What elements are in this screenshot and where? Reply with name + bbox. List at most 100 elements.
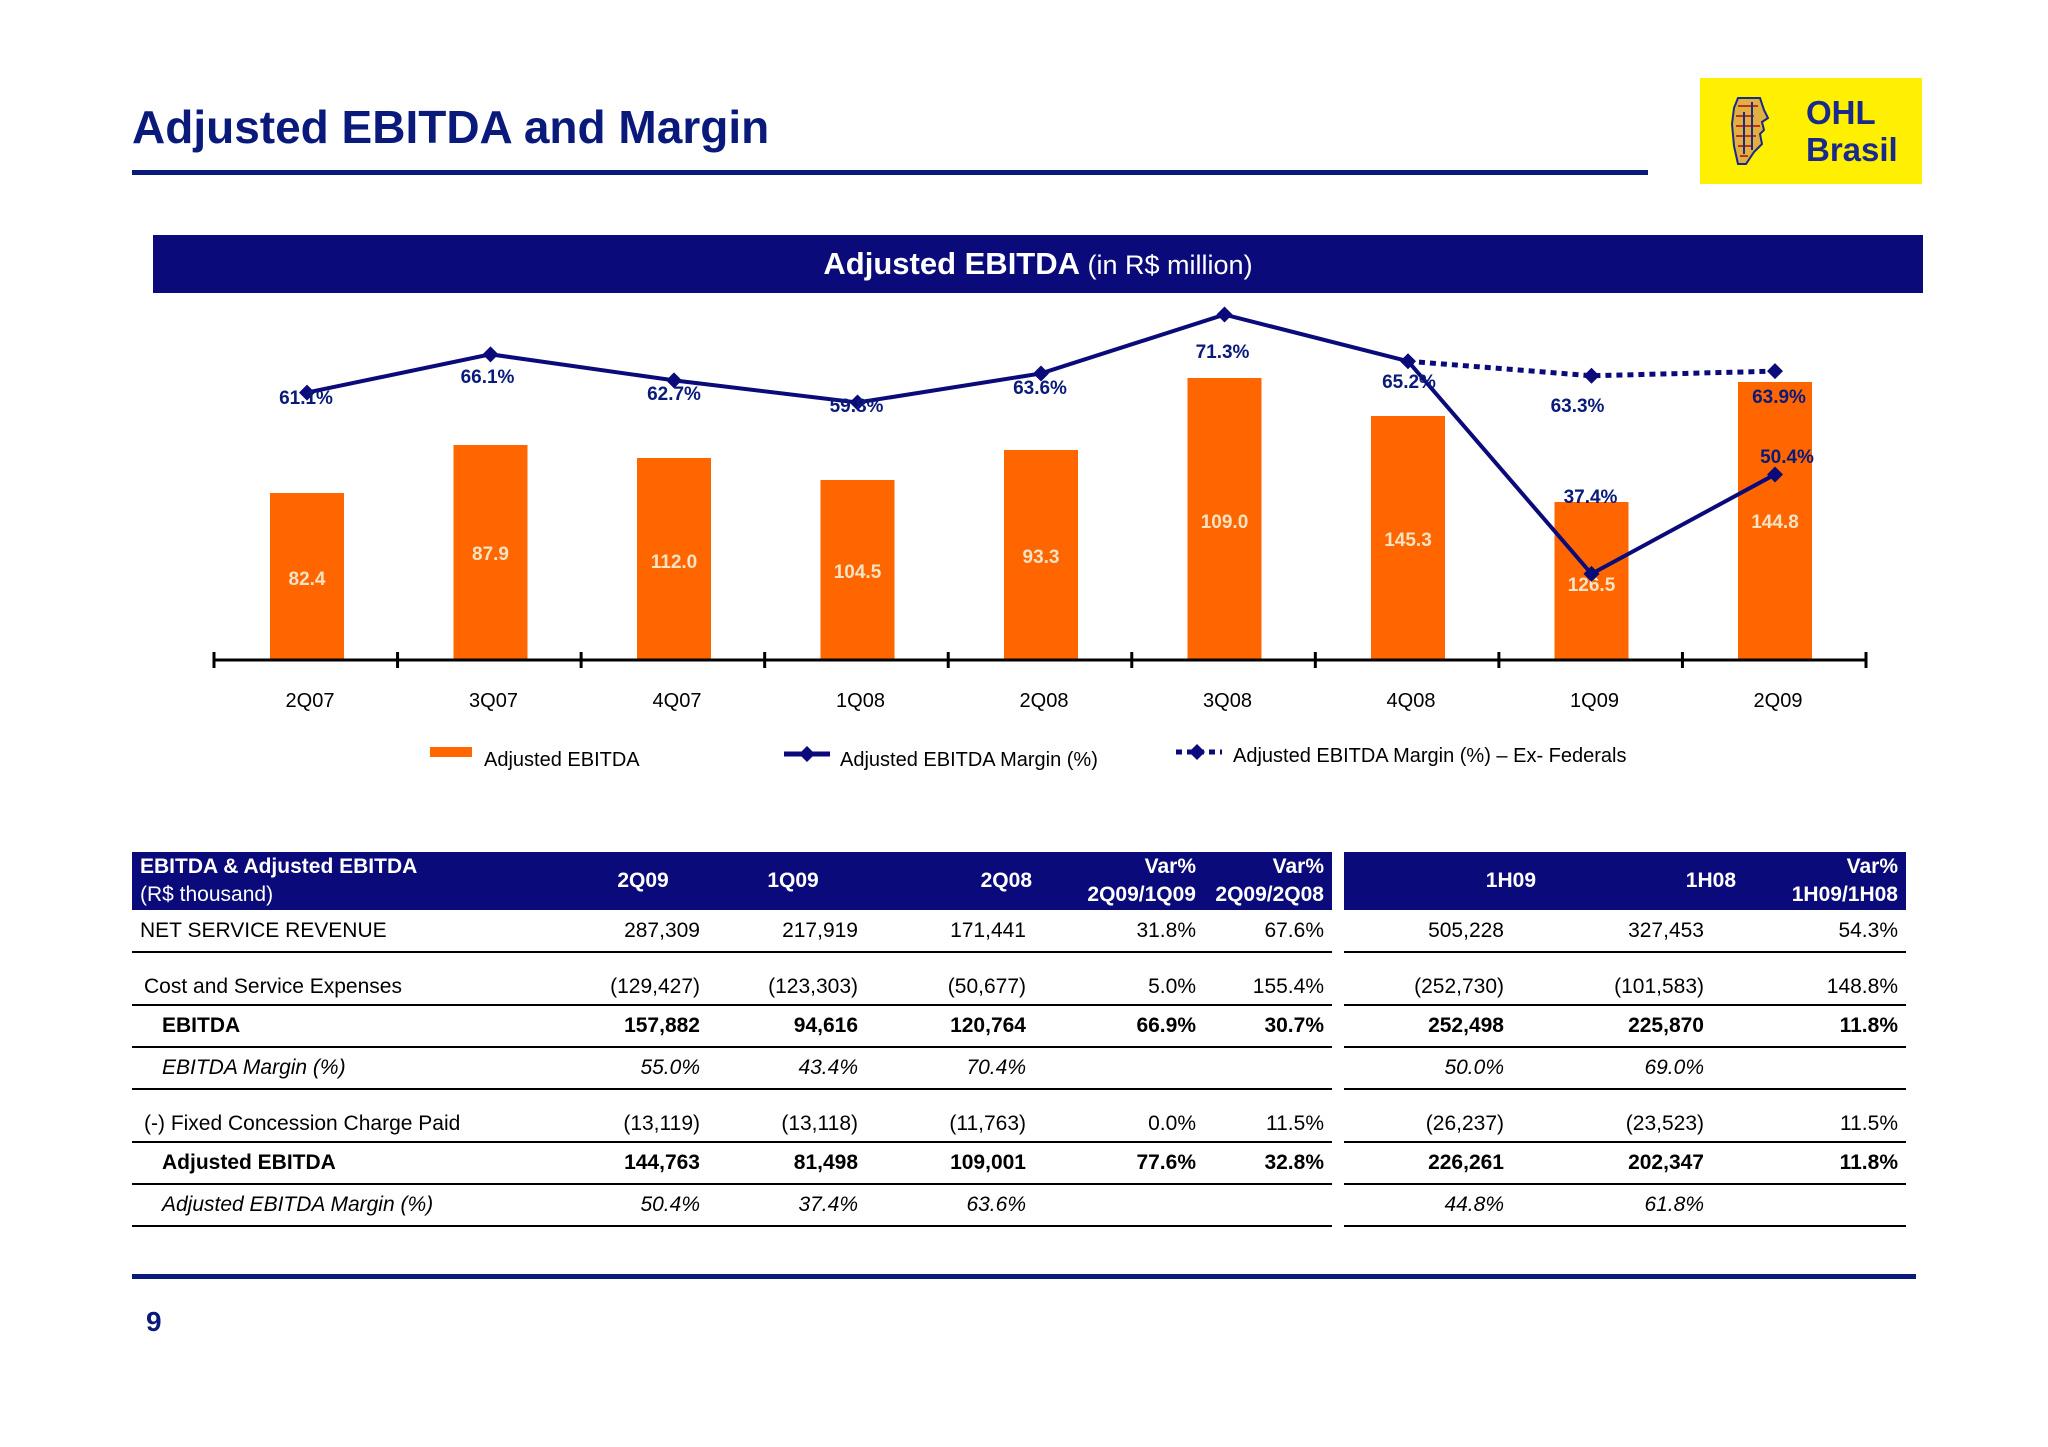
cell-1q09: (13,118) <box>714 1089 872 1143</box>
table-row: Adjusted EBITDA 144,763 81,498 109,001 77.6%… <box>132 1142 1332 1185</box>
margin-label-1q08: 59.8% <box>830 396 884 417</box>
ex-federals-marker-2q09 <box>1767 363 1783 380</box>
bar-value-label-2q09: 144.8 <box>1751 512 1799 533</box>
page-number: 9 <box>146 1306 162 1337</box>
legend-label-ex-federals: Adjusted EBITDA Margin (%) – Ex- Federal… <box>1233 745 1626 767</box>
cell-2q09: 55.0% <box>572 1047 714 1090</box>
cell-var-2q09-1q09 <box>1040 1047 1204 1090</box>
var-b-line1: Var% <box>1272 855 1324 878</box>
cell-1h09: (26,237) <box>1344 1089 1544 1143</box>
cell-var-2q09-1q09: 0.0% <box>1040 1089 1204 1143</box>
legend-swatch-bar <box>430 747 472 757</box>
bar-value-label-2q08: 93.3 <box>1023 547 1060 568</box>
logo-text-ohl: OHL <box>1806 94 1876 131</box>
logo-wordmark: OHL Brasil <box>1806 94 1898 168</box>
bar-value-label-3q08: 109.0 <box>1201 512 1249 533</box>
margin-label-1q09: 37.4% <box>1564 487 1618 508</box>
col-header-1h09: 1H09 <box>1344 852 1544 910</box>
margin-marker-1q09 <box>1583 565 1600 582</box>
row-label: Cost and Service Expenses <box>132 952 572 1006</box>
table-row: EBITDA 157,882 94,616 120,764 66.9% 30.7% <box>132 1005 1332 1048</box>
chart-header-unit: (in R$ million) <box>1080 250 1253 280</box>
cell-1h09: 44.8% <box>1344 1184 1544 1227</box>
bar-4q07 <box>637 458 711 660</box>
table-row: 252,498 225,870 11.8% <box>1344 1005 1906 1048</box>
cell-var-1h09-1h08 <box>1744 1184 1906 1227</box>
cell-var-2q09-2q08 <box>1204 1047 1332 1090</box>
cell-1h08: 225,870 <box>1544 1005 1744 1048</box>
cell-2q08: (50,677) <box>872 952 1040 1006</box>
bar-3q08 <box>1187 378 1262 660</box>
cell-1q09: 37.4% <box>714 1184 872 1227</box>
cell-1h08: (101,583) <box>1544 952 1744 1006</box>
x-tick-label-2q08: 2Q08 <box>1020 690 1069 712</box>
cell-var-1h09-1h08: 148.8% <box>1744 952 1906 1006</box>
margin-marker-2q08 <box>1033 365 1049 382</box>
col-header-var-2q09-1q09: Var% 2Q09/1Q09 <box>1040 852 1204 910</box>
company-logo: OHL Brasil <box>1700 78 1922 184</box>
cell-var-2q09-1q09: 5.0% <box>1040 952 1204 1006</box>
x-tick-label-3q07: 3Q07 <box>469 690 518 712</box>
x-tick-label-1q09: 1Q09 <box>1570 690 1619 712</box>
x-tick-label-4q07: 4Q07 <box>653 690 702 712</box>
slide-title: Adjusted EBITDA and Margin <box>132 101 770 153</box>
cell-2q09: 50.4% <box>572 1184 714 1227</box>
table-row: EBITDA Margin (%) 55.0% 43.4% 70.4% <box>132 1047 1332 1090</box>
cell-1h08: 202,347 <box>1544 1142 1744 1185</box>
row-label: EBITDA Margin (%) <box>132 1047 572 1090</box>
cell-1h09: 252,498 <box>1344 1005 1544 1048</box>
cell-2q09: 287,309 <box>572 910 714 953</box>
bar-value-label-2q07: 82.4 <box>289 569 326 590</box>
bar-2q07 <box>270 493 344 660</box>
col-header-1q09: 1Q09 <box>714 852 872 910</box>
margin-marker-2q09 <box>1767 466 1783 483</box>
table-row: 44.8% 61.8% <box>1344 1184 1906 1227</box>
cell-1h08: 327,453 <box>1544 910 1744 953</box>
table-row: (26,237) (23,523) 11.5% <box>1344 1089 1906 1143</box>
col-header-var-1h09-1h08: Var% 1H09/1H08 <box>1744 852 1906 910</box>
bar-value-label-1q09: 126.5 <box>1568 575 1616 596</box>
margin-label-2q08: 63.6% <box>1013 378 1067 399</box>
cell-1q09: 43.4% <box>714 1047 872 1090</box>
table-row: (-) Fixed Concession Charge Paid (13,119)… <box>132 1089 1332 1143</box>
x-tick-label-1q08: 1Q08 <box>836 690 885 712</box>
cell-var-2q09-1q09: 66.9% <box>1040 1005 1204 1048</box>
cell-2q09: (129,427) <box>572 952 714 1006</box>
bottom-rule <box>132 1274 1916 1279</box>
x-tick-label-2q09: 2Q09 <box>1754 690 1803 712</box>
table-row: Cost and Service Expenses (129,427) (123,3… <box>132 952 1332 1006</box>
table-row: NET SERVICE REVENUE 287,309 217,919 171,441… <box>132 910 1332 953</box>
x-tick-label-2q07: 2Q07 <box>286 690 335 712</box>
cell-1h09: (252,730) <box>1344 952 1544 1006</box>
col-header-2q08: 2Q08 <box>872 852 1040 910</box>
bar-value-label-3q07: 87.9 <box>472 544 509 565</box>
cell-var-2q09-2q08: 30.7% <box>1204 1005 1332 1048</box>
table-row: 50.0% 69.0% <box>1344 1047 1906 1090</box>
header-label-unit: (R$ thousand) <box>140 883 274 906</box>
var-a-line1: Var% <box>1144 855 1196 878</box>
margin-marker-4q07 <box>666 372 682 389</box>
cell-1h08: 61.8% <box>1544 1184 1744 1227</box>
margin-marker-1q08 <box>849 394 866 411</box>
cell-2q08: 63.6% <box>872 1184 1040 1227</box>
x-tick-label-4q08: 4Q08 <box>1387 690 1436 712</box>
row-label: NET SERVICE REVENUE <box>132 910 572 953</box>
margin-marker-4q08 <box>1400 353 1416 370</box>
bar-4q08 <box>1371 416 1445 660</box>
row-label: (-) Fixed Concession Charge Paid <box>132 1089 572 1143</box>
var-h-line1: Var% <box>1846 855 1898 878</box>
margin-label-3q08: 71.3% <box>1196 342 1250 363</box>
margin-label-3q07: 66.1% <box>461 367 515 388</box>
cell-2q08: 171,441 <box>872 910 1040 953</box>
cell-var-1h09-1h08 <box>1744 1047 1906 1090</box>
cell-2q08: 120,764 <box>872 1005 1040 1048</box>
cell-var-2q09-2q08: 32.8% <box>1204 1142 1332 1185</box>
cell-2q08: 70.4% <box>872 1047 1040 1090</box>
col-header-2q09: 2Q09 <box>572 852 714 910</box>
cell-var-2q09-2q08 <box>1204 1184 1332 1227</box>
logo-face-icon <box>1730 97 1770 165</box>
bar-value-label-4q08: 145.3 <box>1384 530 1432 551</box>
cell-1q09: 94,616 <box>714 1005 872 1048</box>
bar-2q08 <box>1004 450 1078 660</box>
margin-label-2q07: 61.1% <box>279 388 333 409</box>
